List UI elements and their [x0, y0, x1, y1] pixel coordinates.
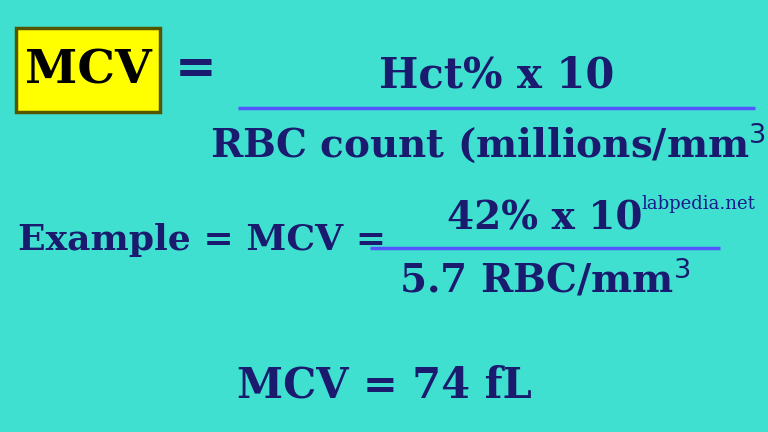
Text: MCV = 74 fL: MCV = 74 fL	[237, 364, 531, 406]
Text: =: =	[175, 45, 217, 95]
Text: MCV: MCV	[25, 47, 151, 93]
Text: Example = MCV =: Example = MCV =	[18, 223, 386, 257]
Text: 42% x 10: 42% x 10	[447, 200, 643, 238]
FancyBboxPatch shape	[16, 28, 160, 112]
Text: RBC count (millions/mm$^3$): RBC count (millions/mm$^3$)	[210, 120, 768, 165]
Text: labpedia.net: labpedia.net	[641, 195, 755, 213]
Text: Hct% x 10: Hct% x 10	[379, 54, 614, 96]
Text: 5.7 RBC/mm$^3$: 5.7 RBC/mm$^3$	[399, 258, 690, 301]
